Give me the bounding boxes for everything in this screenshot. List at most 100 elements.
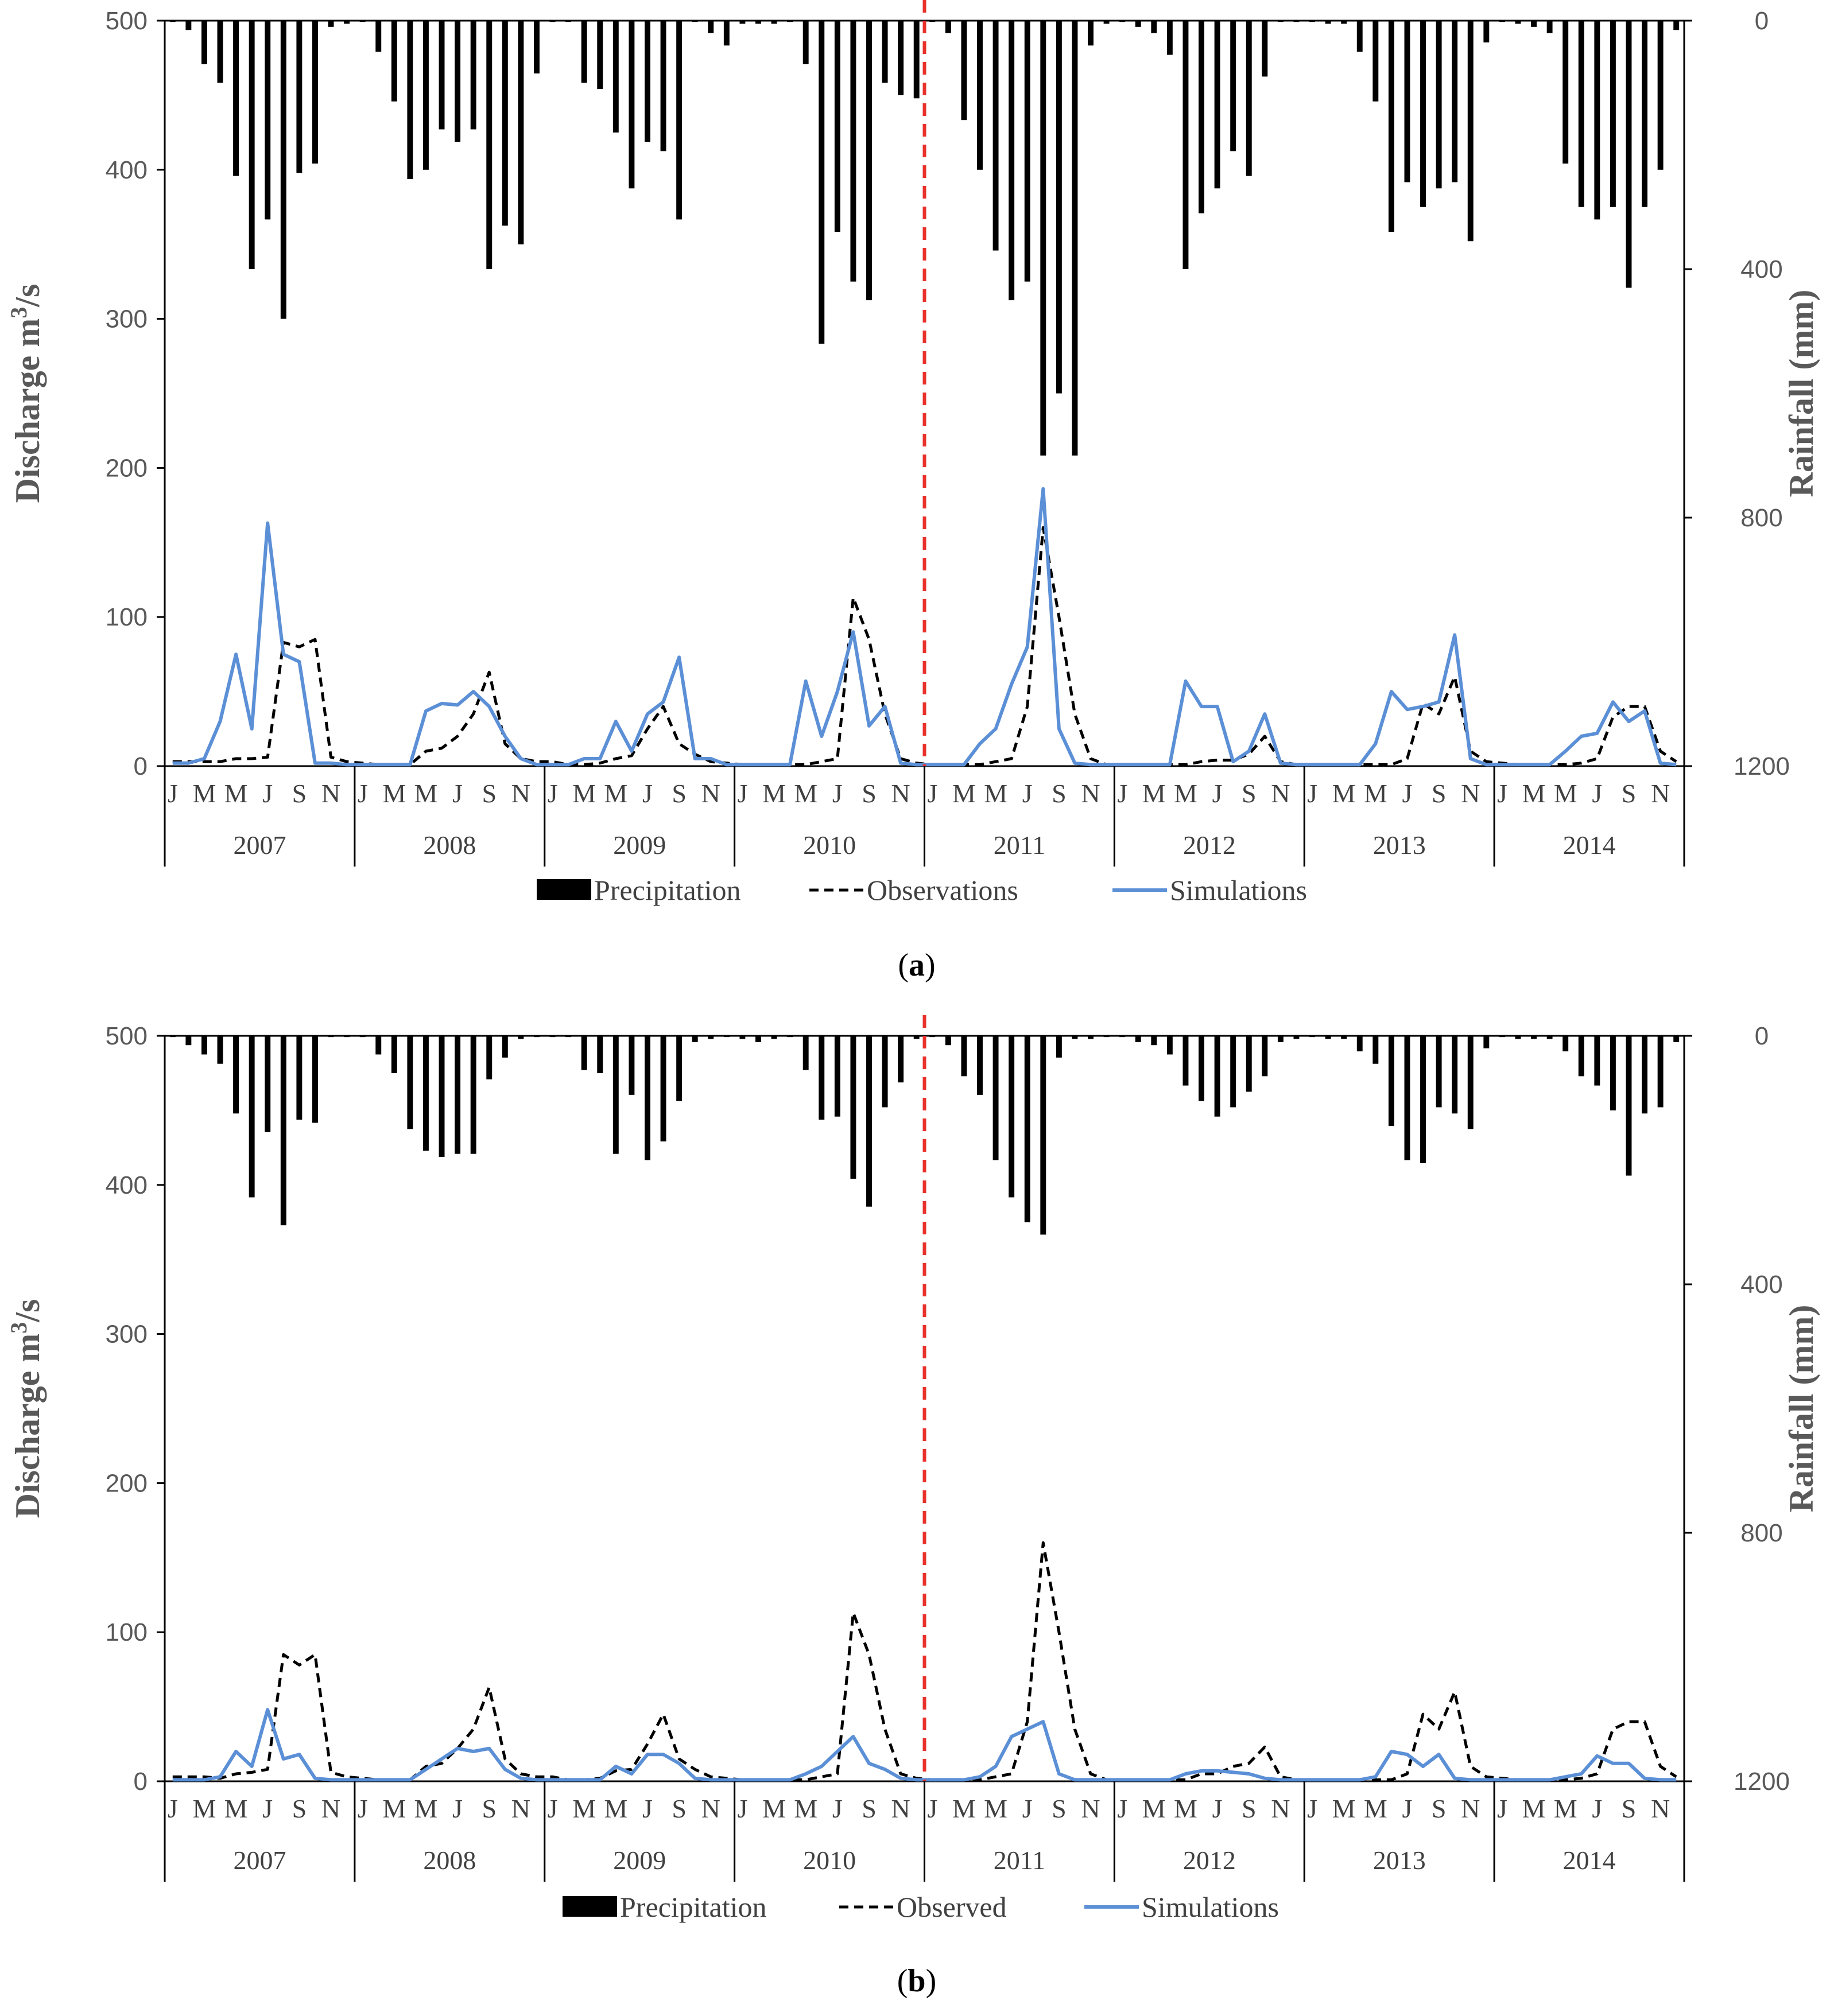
month-label: M: [414, 1794, 438, 1823]
precipitation-bar: [1562, 1036, 1569, 1052]
legend-precipitation-label: Precipitation: [620, 1891, 767, 1923]
precipitation-bar: [1119, 21, 1126, 22]
precipitation-bar: [312, 21, 318, 164]
month-label: S: [1052, 1794, 1067, 1823]
caption-letter: a: [909, 947, 925, 983]
legend-precipitation-swatch: [537, 879, 591, 900]
precipitation-bar: [708, 21, 714, 33]
precipitation-bar: [1578, 21, 1584, 207]
month-label: J: [832, 779, 843, 808]
precipitation-bar: [375, 1036, 382, 1055]
month-label: S: [672, 779, 687, 808]
precipitation-bar: [1040, 21, 1046, 456]
precipitation-bar: [249, 21, 255, 269]
precipitation-bar: [676, 21, 683, 220]
month-label: M: [1554, 1794, 1577, 1823]
year-label: 2008: [423, 1846, 476, 1875]
month-label: N: [1461, 1794, 1480, 1823]
year-label: 2009: [613, 1846, 666, 1875]
month-label: M: [794, 1794, 817, 1823]
month-label: J: [1402, 1794, 1413, 1823]
legend-observed-label: Observations: [867, 874, 1018, 906]
right-tick-label: 400: [1740, 255, 1782, 283]
precipitation-bar: [422, 1036, 429, 1151]
precipitation-bar: [1404, 1036, 1410, 1160]
month-label: M: [984, 779, 1007, 808]
month-label: M: [604, 1794, 627, 1823]
month-label: N: [321, 779, 340, 808]
month-label: J: [832, 1794, 843, 1823]
precipitation-bar: [280, 1036, 286, 1226]
precipitation-bar: [739, 1036, 746, 1039]
precipitation-bar: [1293, 1036, 1300, 1039]
precipitation-bar: [1610, 1036, 1616, 1110]
month-label: N: [701, 779, 720, 808]
precipitation-bar: [1546, 1036, 1553, 1039]
month-label: M: [762, 779, 786, 808]
month-label: N: [891, 1794, 910, 1823]
month-label: J: [1497, 1794, 1507, 1823]
precipitation-bar: [898, 21, 904, 95]
month-label: S: [1622, 1794, 1637, 1823]
precipitation-bar: [1135, 21, 1141, 27]
precipitation-bar: [1483, 21, 1490, 42]
left-axis-title-part: Discharge m: [9, 1334, 46, 1518]
month-label: J: [168, 1794, 178, 1823]
month-label: J: [1592, 1794, 1602, 1823]
year-label: 2007: [233, 830, 286, 860]
precipitation-bar: [1594, 1036, 1600, 1086]
precipitation-bar: [565, 21, 572, 22]
month-label: M: [192, 779, 216, 808]
precipitation-bar: [581, 21, 587, 83]
precipitation-bar: [1483, 1036, 1490, 1048]
month-label: M: [1332, 1794, 1356, 1823]
month-label: J: [1497, 779, 1507, 808]
precipitation-bar: [1531, 21, 1537, 27]
precipitation-bar: [597, 21, 603, 90]
precipitation-bar: [708, 1036, 714, 1039]
precipitation-bar: [1341, 1036, 1347, 1039]
month-label: M: [414, 779, 438, 808]
precipitation-bar: [217, 21, 223, 83]
precipitation-bar: [422, 21, 429, 170]
precipitation-bar: [1626, 21, 1632, 288]
month-label: N: [701, 1794, 720, 1823]
month-label: M: [1174, 1794, 1197, 1823]
precipitation-bar: [1657, 1036, 1664, 1108]
precipitation-bar: [1309, 1036, 1315, 1038]
precipitation-bar: [834, 21, 840, 232]
precipitation-bar: [1182, 21, 1189, 269]
left-axis-title-part: Discharge m: [9, 318, 46, 503]
precipitation-bar: [344, 21, 350, 24]
precipitation-bar: [1372, 1036, 1379, 1064]
precipitation-bar: [992, 1036, 999, 1160]
precipitation-bar: [612, 21, 619, 133]
caption-paren: (: [897, 1963, 908, 1999]
month-label: M: [382, 779, 406, 808]
precipitation-bar: [723, 21, 730, 46]
precipitation-bar: [850, 21, 856, 282]
precipitation-bar: [1562, 21, 1569, 164]
precipitation-bar: [1262, 1036, 1268, 1077]
year-label: 2014: [1563, 1846, 1616, 1875]
precipitation-bar: [391, 21, 397, 102]
month-label: J: [262, 779, 273, 808]
month-label: M: [1522, 1794, 1546, 1823]
legend-precipitation-label: Precipitation: [594, 874, 741, 906]
precipitation-bar: [787, 1036, 793, 1038]
precipitation-bar: [233, 1036, 239, 1114]
left-axis-title-part: /s: [9, 284, 46, 308]
precipitation-bar: [534, 1036, 540, 1038]
month-label: S: [672, 1794, 687, 1823]
precipitation-bar: [1056, 21, 1062, 394]
month-label: J: [1307, 779, 1317, 808]
precipitation-bar: [1199, 21, 1204, 213]
right-tick-label: 1200: [1734, 1768, 1790, 1796]
month-label: M: [192, 1794, 216, 1823]
left-axis-title-sup: 3: [6, 307, 32, 318]
precipitation-bar: [819, 21, 825, 344]
precipitation-bar: [1436, 1036, 1442, 1108]
legend-precipitation-swatch: [563, 1896, 617, 1917]
left-tick-label: 400: [106, 156, 148, 184]
left-tick-label: 200: [106, 1469, 148, 1497]
